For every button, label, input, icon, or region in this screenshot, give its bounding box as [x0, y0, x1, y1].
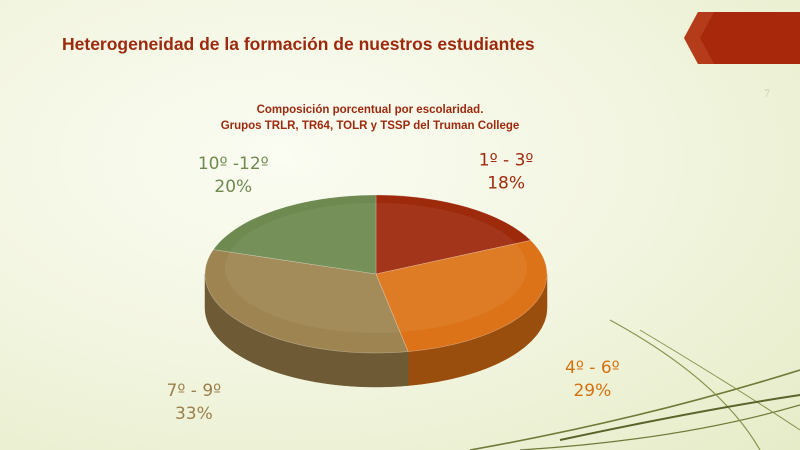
pie-slice-4 — [212, 194, 377, 275]
slice-label-1: 1º - 3º 18% — [479, 150, 534, 193]
slice-category-label: 7º - 9º — [167, 381, 222, 401]
chart-title: Composición porcentual por escolaridad. … — [160, 102, 580, 134]
slice-category-label: 1º - 3º — [479, 150, 534, 170]
slide-number: 7 — [764, 86, 770, 100]
slice-category-label: 10º -12º — [198, 154, 269, 174]
slice-percent-label: 20% — [214, 177, 252, 197]
pie-slice-2 — [375, 240, 548, 352]
slice-category-label: 4º - 6º — [565, 358, 620, 378]
chart-title-line-1: Composición porcentual por escolaridad. — [256, 104, 484, 116]
pie-slice-1 — [375, 194, 532, 275]
slice-label-3: 7º - 9º 33% — [167, 381, 222, 424]
slice-label-4: 10º -12º 20% — [198, 154, 269, 197]
chart-title-line-2: Grupos TRLR, TR64, TOLR y TSSP del Truma… — [220, 120, 520, 132]
accent-tab-shape — [684, 12, 800, 64]
slide-title: Heterogeneidad de la formación de nuestr… — [62, 34, 535, 54]
slice-label-2: 4º - 6º 29% — [565, 358, 620, 401]
slice-percent-label: 33% — [175, 404, 213, 424]
slice-percent-label: 18% — [487, 173, 525, 193]
slice-percent-label: 29% — [573, 381, 611, 401]
pie-slice-3 — [204, 249, 409, 354]
pie-highlight — [225, 203, 527, 333]
